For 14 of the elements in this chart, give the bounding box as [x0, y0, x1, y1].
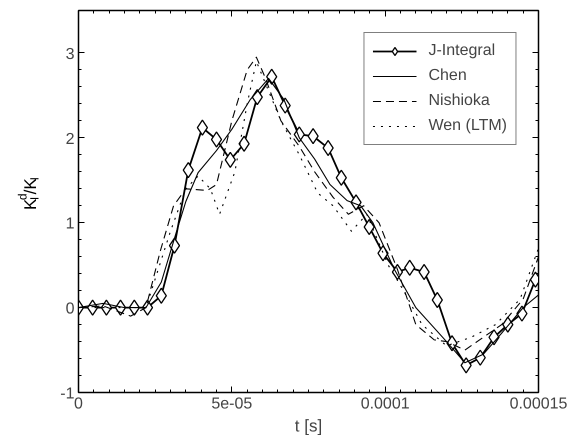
x-tick-label: 5e-05 — [211, 396, 252, 412]
y-tick-label: 3 — [66, 46, 75, 63]
y-tick-label: 0 — [66, 300, 75, 318]
legend-label: Nishioka — [428, 92, 490, 110]
legend-label: Chen — [428, 67, 467, 85]
legend-label: Wen (LTM) — [428, 117, 507, 135]
y-axis-title: KId/KI — [16, 176, 42, 210]
y-tick-label: 2 — [66, 130, 75, 148]
x-tick-label: 0.00015 — [510, 396, 568, 412]
y-tick-label: 1 — [66, 216, 75, 233]
legend-label: J-Integral — [428, 42, 496, 60]
y-tick-label: -1 — [60, 386, 75, 402]
x-tick-label: 0.0001 — [360, 396, 410, 412]
x-axis-title: t [s] — [294, 416, 322, 436]
